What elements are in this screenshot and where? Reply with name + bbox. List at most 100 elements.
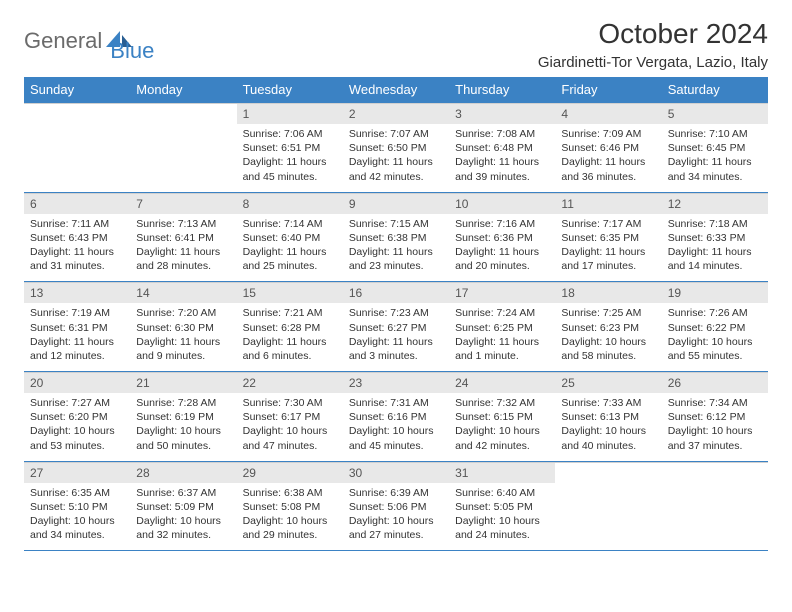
day-content: Sunrise: 7:20 AMSunset: 6:30 PMDaylight:… [130,303,236,371]
calendar-cell: 18Sunrise: 7:25 AMSunset: 6:23 PMDayligh… [555,282,661,372]
calendar-cell: 11Sunrise: 7:17 AMSunset: 6:35 PMDayligh… [555,192,661,282]
calendar-cell: 20Sunrise: 7:27 AMSunset: 6:20 PMDayligh… [24,372,130,462]
sunrise-text: Sunrise: 6:35 AM [30,486,124,500]
calendar-cell: 29Sunrise: 6:38 AMSunset: 5:08 PMDayligh… [237,461,343,550]
sunrise-text: Sunrise: 6:40 AM [455,486,549,500]
daylight-text: Daylight: 10 hours and 37 minutes. [668,424,762,452]
sunset-text: Sunset: 5:08 PM [243,500,337,514]
calendar-week-row: 1Sunrise: 7:06 AMSunset: 6:51 PMDaylight… [24,103,768,193]
day-content: Sunrise: 7:28 AMSunset: 6:19 PMDaylight:… [130,393,236,461]
calendar-cell: 3Sunrise: 7:08 AMSunset: 6:48 PMDaylight… [449,103,555,193]
calendar-week-row: 27Sunrise: 6:35 AMSunset: 5:10 PMDayligh… [24,461,768,550]
sunrise-text: Sunrise: 7:33 AM [561,396,655,410]
sunrise-text: Sunrise: 7:23 AM [349,306,443,320]
day-number: 28 [130,462,236,483]
daylight-text: Daylight: 11 hours and 14 minutes. [668,245,762,273]
day-content: Sunrise: 6:38 AMSunset: 5:08 PMDaylight:… [237,483,343,551]
calendar-cell: 28Sunrise: 6:37 AMSunset: 5:09 PMDayligh… [130,461,236,550]
sunrise-text: Sunrise: 6:39 AM [349,486,443,500]
logo: General Blue [24,18,154,64]
day-number: 7 [130,193,236,214]
sunset-text: Sunset: 6:12 PM [668,410,762,424]
calendar-cell: 7Sunrise: 7:13 AMSunset: 6:41 PMDaylight… [130,192,236,282]
calendar-cell: 21Sunrise: 7:28 AMSunset: 6:19 PMDayligh… [130,372,236,462]
calendar-cell: 26Sunrise: 7:34 AMSunset: 6:12 PMDayligh… [662,372,768,462]
day-of-week-row: Sunday Monday Tuesday Wednesday Thursday… [24,77,768,103]
day-number: 2 [343,103,449,124]
day-content: Sunrise: 7:21 AMSunset: 6:28 PMDaylight:… [237,303,343,371]
day-number: 6 [24,193,130,214]
sunrise-text: Sunrise: 6:38 AM [243,486,337,500]
calendar-cell [130,103,236,193]
sunrise-text: Sunrise: 7:34 AM [668,396,762,410]
dow-wednesday: Wednesday [343,77,449,103]
calendar-week-row: 20Sunrise: 7:27 AMSunset: 6:20 PMDayligh… [24,372,768,462]
sunrise-text: Sunrise: 7:15 AM [349,217,443,231]
sunrise-text: Sunrise: 7:09 AM [561,127,655,141]
day-number: 27 [24,462,130,483]
sunrise-text: Sunrise: 7:28 AM [136,396,230,410]
day-content: Sunrise: 7:07 AMSunset: 6:50 PMDaylight:… [343,124,449,192]
daylight-text: Daylight: 11 hours and 17 minutes. [561,245,655,273]
day-content: Sunrise: 7:08 AMSunset: 6:48 PMDaylight:… [449,124,555,192]
sunset-text: Sunset: 6:45 PM [668,141,762,155]
sunrise-text: Sunrise: 7:06 AM [243,127,337,141]
calendar-cell: 15Sunrise: 7:21 AMSunset: 6:28 PMDayligh… [237,282,343,372]
day-number: 23 [343,372,449,393]
sunrise-text: Sunrise: 7:17 AM [561,217,655,231]
sunset-text: Sunset: 6:48 PM [455,141,549,155]
day-content: Sunrise: 7:09 AMSunset: 6:46 PMDaylight:… [555,124,661,192]
day-number: 14 [130,282,236,303]
sunset-text: Sunset: 6:36 PM [455,231,549,245]
dow-saturday: Saturday [662,77,768,103]
sunrise-text: Sunrise: 7:26 AM [668,306,762,320]
sunset-text: Sunset: 6:20 PM [30,410,124,424]
sunrise-text: Sunrise: 7:25 AM [561,306,655,320]
calendar-cell: 25Sunrise: 7:33 AMSunset: 6:13 PMDayligh… [555,372,661,462]
daylight-text: Daylight: 10 hours and 32 minutes. [136,514,230,542]
daylight-text: Daylight: 11 hours and 36 minutes. [561,155,655,183]
day-content: Sunrise: 7:27 AMSunset: 6:20 PMDaylight:… [24,393,130,461]
calendar-cell: 2Sunrise: 7:07 AMSunset: 6:50 PMDaylight… [343,103,449,193]
calendar-cell [662,461,768,550]
day-content: Sunrise: 7:33 AMSunset: 6:13 PMDaylight:… [555,393,661,461]
day-number: 29 [237,462,343,483]
sunrise-text: Sunrise: 7:16 AM [455,217,549,231]
day-number: 20 [24,372,130,393]
day-content: Sunrise: 7:31 AMSunset: 6:16 PMDaylight:… [343,393,449,461]
day-number: 8 [237,193,343,214]
calendar-cell: 4Sunrise: 7:09 AMSunset: 6:46 PMDaylight… [555,103,661,193]
logo-text-blue: Blue [110,38,154,64]
sunset-text: Sunset: 6:51 PM [243,141,337,155]
daylight-text: Daylight: 11 hours and 6 minutes. [243,335,337,363]
day-number: 22 [237,372,343,393]
day-content: Sunrise: 7:16 AMSunset: 6:36 PMDaylight:… [449,214,555,282]
sunset-text: Sunset: 6:19 PM [136,410,230,424]
calendar-cell: 30Sunrise: 6:39 AMSunset: 5:06 PMDayligh… [343,461,449,550]
day-number: 12 [662,193,768,214]
calendar-cell: 1Sunrise: 7:06 AMSunset: 6:51 PMDaylight… [237,103,343,193]
dow-tuesday: Tuesday [237,77,343,103]
daylight-text: Daylight: 10 hours and 50 minutes. [136,424,230,452]
daylight-text: Daylight: 11 hours and 34 minutes. [668,155,762,183]
daylight-text: Daylight: 11 hours and 25 minutes. [243,245,337,273]
day-content: Sunrise: 7:17 AMSunset: 6:35 PMDaylight:… [555,214,661,282]
daylight-text: Daylight: 10 hours and 58 minutes. [561,335,655,363]
sunset-text: Sunset: 5:06 PM [349,500,443,514]
day-content: Sunrise: 7:11 AMSunset: 6:43 PMDaylight:… [24,214,130,282]
sunrise-text: Sunrise: 7:13 AM [136,217,230,231]
daylight-text: Daylight: 10 hours and 40 minutes. [561,424,655,452]
sunset-text: Sunset: 6:43 PM [30,231,124,245]
sunset-text: Sunset: 6:23 PM [561,321,655,335]
sunset-text: Sunset: 6:33 PM [668,231,762,245]
logo-text-general: General [24,28,102,54]
sunset-text: Sunset: 6:40 PM [243,231,337,245]
daylight-text: Daylight: 10 hours and 42 minutes. [455,424,549,452]
daylight-text: Daylight: 11 hours and 3 minutes. [349,335,443,363]
day-number: 19 [662,282,768,303]
dow-thursday: Thursday [449,77,555,103]
day-content: Sunrise: 6:37 AMSunset: 5:09 PMDaylight:… [130,483,236,551]
daylight-text: Daylight: 11 hours and 20 minutes. [455,245,549,273]
day-content: Sunrise: 7:26 AMSunset: 6:22 PMDaylight:… [662,303,768,371]
sunset-text: Sunset: 6:35 PM [561,231,655,245]
